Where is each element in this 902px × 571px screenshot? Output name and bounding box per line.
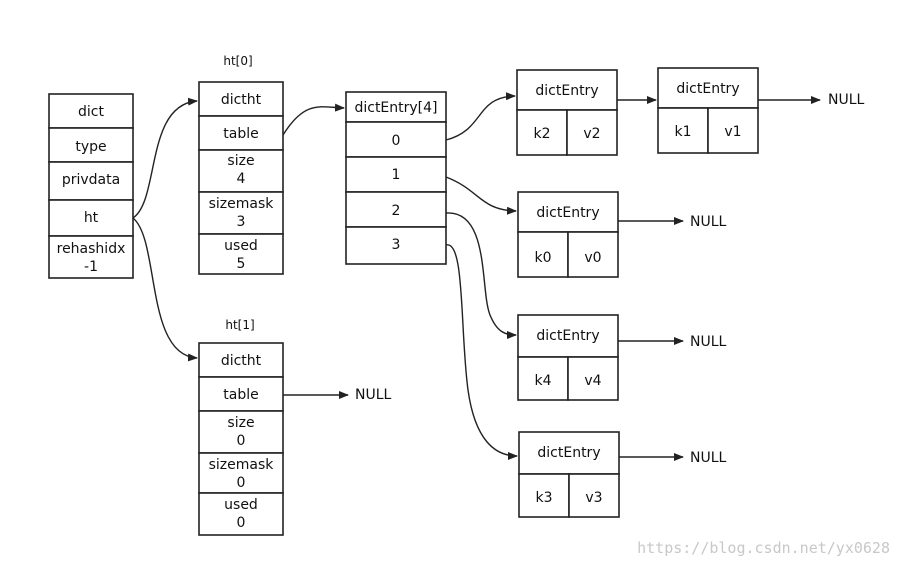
ht1-used-value: 0 [237,515,246,531]
arrow-bucket0-to-k2 [445,92,516,141]
entry-k4-value: v4 [584,373,601,389]
bucket-array: dictEntry[4] 0 1 2 3 [345,91,447,265]
ht1-size-label: size [227,415,254,431]
entry-k3-header: dictEntry [537,445,600,461]
ht0-sizemask-label: sizemask [209,196,275,212]
ht1-struct: ht[1] dictht table size 0 sizemask 0 use… [198,318,284,536]
ht1-header: dictht [221,353,262,369]
entry-k4-null: NULL [690,334,727,350]
entry-k4-header: dictEntry [536,328,599,344]
entry-k0-null: NULL [690,214,727,230]
ht0-sizemask-value: 3 [237,214,246,230]
arrow-bucket3-to-k3 [445,244,518,460]
entry-k1-null: NULL [828,92,865,108]
entry-k1: dictEntry k1 v1 [657,67,759,154]
dict-field-ht: ht [84,210,99,226]
bucket-index-3: 3 [392,237,401,253]
entry-k2-header: dictEntry [535,83,598,99]
dict-struct: dict type privdata ht rehashidx -1 [48,93,134,279]
entry-k0: dictEntry k0 v0 [517,191,619,278]
entry-k0-key: k0 [534,250,551,266]
bucket-index-0: 0 [392,133,401,149]
entry-k3-null: NULL [690,450,727,466]
ht0-size-label: size [227,153,254,169]
entry-k3-key: k3 [535,490,552,506]
ht1-sizemask-value: 0 [237,475,246,491]
ht0-struct: ht[0] dictht table size 4 sizemask 3 use… [198,54,284,275]
ht0-header: dictht [221,92,262,108]
entry-k1-key: k1 [674,124,691,140]
entry-k3: dictEntry k3 v3 [518,431,620,518]
entry-k2-value: v2 [583,126,600,142]
arrow-bucket1-to-k0 [445,176,517,215]
entry-k2-key: k2 [533,126,550,142]
ht1-table: table [223,387,258,403]
ht0-used-value: 5 [237,256,246,272]
entry-k1-header: dictEntry [676,81,739,97]
arrow-ht-to-ht0 [132,97,198,219]
ht1-title: ht[1] [225,318,254,332]
entry-k4: dictEntry k4 v4 [517,314,619,401]
dict-field-privdata: privdata [62,172,120,188]
bucket-index-1: 1 [392,167,401,183]
entry-k2: dictEntry k2 v2 [516,69,618,156]
arrow-ht0-table-to-buckets [282,103,345,136]
dict-field-type: type [75,139,106,155]
dict-field-rehashidx-value: -1 [84,259,98,275]
ht1-used-label: used [224,497,258,513]
dict-field-rehashidx: rehashidx [57,241,126,257]
entry-k3-value: v3 [585,490,602,506]
entry-k0-header: dictEntry [536,205,599,221]
ht1-size-value: 0 [237,433,246,449]
entry-k4-key: k4 [534,373,551,389]
bucket-index-2: 2 [392,203,401,219]
ht0-title: ht[0] [223,54,252,68]
arrow-ht-to-ht1 [132,217,198,362]
entry-k1-value: v1 [724,124,741,140]
ht0-size-value: 4 [237,171,246,187]
ht0-table: table [223,126,258,142]
arrow-bucket2-to-k4 [445,212,517,339]
dict-title: dict [78,104,104,120]
ht1-sizemask-label: sizemask [209,457,275,473]
ht1-table-null: NULL [355,387,392,403]
ht0-used-label: used [224,238,258,254]
bucket-array-header: dictEntry[4] [354,100,437,116]
watermark: https://blog.csdn.net/yx0628 [637,539,890,557]
entry-k0-value: v0 [584,250,601,266]
